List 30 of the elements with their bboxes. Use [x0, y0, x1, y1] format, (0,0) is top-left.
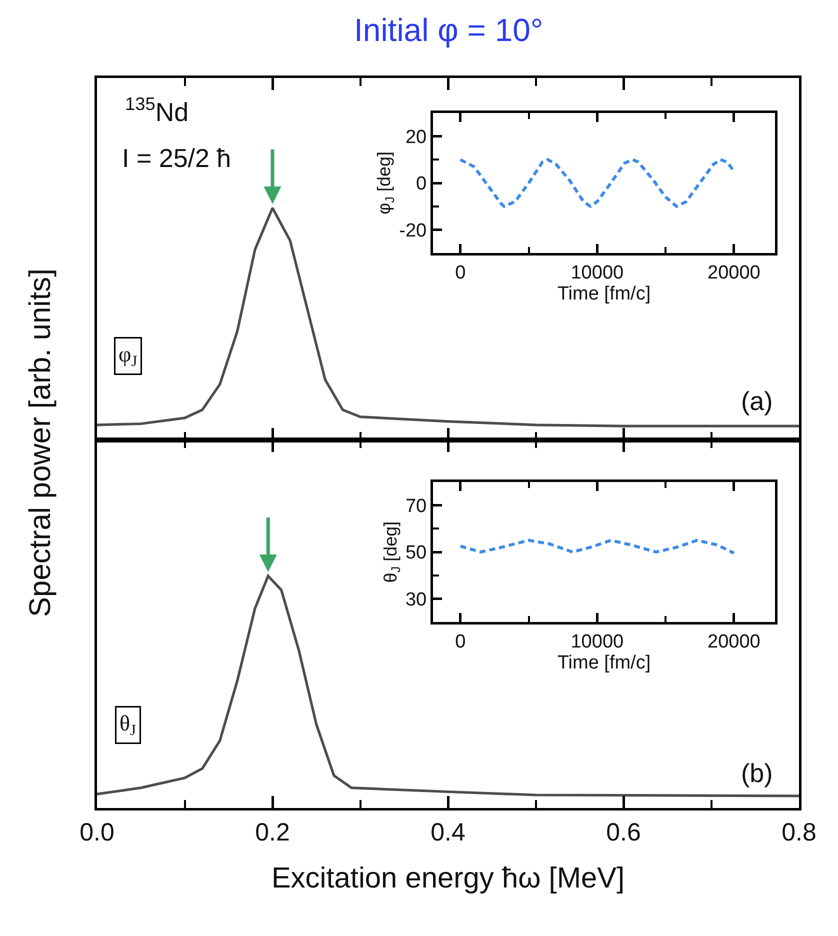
x-tick-label: 10000 [570, 631, 624, 652]
annotation: (a) [741, 386, 773, 416]
y-tick-label: 70 [405, 496, 427, 517]
x-axis-title: Time [fm/c] [557, 283, 651, 304]
y-axis-title: Spectral power [arb. units] [24, 268, 57, 617]
x-tick-label: 0.4 [430, 818, 466, 847]
x-tick-label: 0.6 [606, 818, 641, 847]
x-tick-label: 0 [455, 631, 466, 652]
x-tick-label: 20000 [708, 631, 760, 652]
x-tick-label: 20000 [708, 262, 760, 284]
annotation: φ$_{J}$ [118, 342, 138, 370]
x-tick-label: 10000 [570, 262, 624, 284]
y-tick-label: 30 [405, 589, 427, 610]
line-series [458, 538, 736, 555]
x-tick-label: 0.8 [782, 818, 816, 847]
x-tick-label: 0 [455, 262, 466, 284]
annotation: θ$_{J}$ [120, 710, 136, 740]
line-series [458, 158, 736, 208]
x-axis-title: Excitation energy ħω [MeV] [271, 862, 625, 895]
annotation: (b) [741, 758, 773, 788]
y-tick-label: 20 [405, 126, 427, 148]
y-tick-label: -20 [399, 220, 427, 242]
chart-title: Initial φ = 10° [354, 12, 544, 48]
y-tick-label: 0 [416, 174, 427, 195]
y-tick-label: 50 [405, 542, 427, 564]
x-tick-label: 0.2 [255, 818, 290, 847]
text: $^{135}$Nd [125, 94, 189, 127]
x-tick-label: 0.0 [80, 818, 114, 847]
text: I = 25/2 ħ [122, 143, 232, 173]
x-axis-title: Time [fm/c] [557, 652, 651, 674]
